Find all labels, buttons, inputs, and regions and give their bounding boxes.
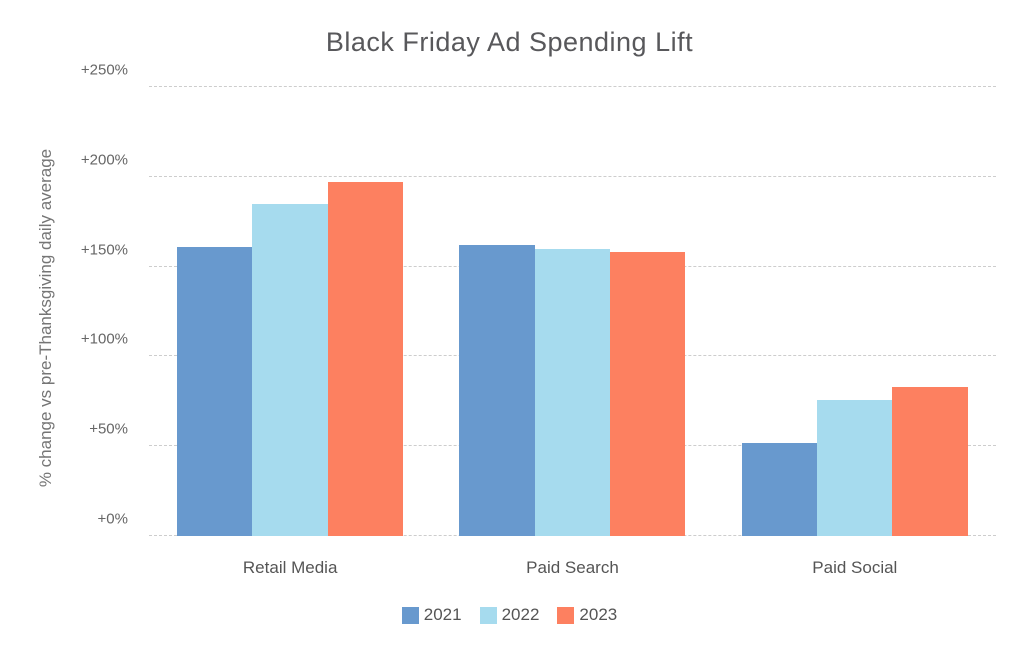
bar-2023-paid-social — [892, 386, 968, 536]
bar-2022-paid-search — [534, 248, 611, 536]
x-axis-labels: Retail Media Paid Search Paid Social — [149, 536, 996, 578]
y-tick-label-200: +200% — [80, 151, 128, 169]
bar-2022-paid-social — [817, 399, 893, 536]
y-tick-label-150: +150% — [80, 241, 128, 259]
y-tick-label-50: +50% — [89, 420, 128, 438]
gridline-200 — [149, 175, 996, 177]
bar-2023-retail-media — [327, 182, 404, 536]
legend-swatch-2021 — [401, 606, 419, 624]
x-label-retail-media: Retail Media — [242, 558, 338, 577]
y-tick-label-250: +250% — [80, 61, 128, 79]
x-label-paid-search: Paid Search — [526, 558, 619, 577]
legend-label-2022: 2022 — [501, 605, 540, 624]
y-tick-label-100: +100% — [80, 330, 128, 348]
bar-group-paid-search — [459, 87, 686, 536]
plot-area: Retail Media Paid Search Paid Social +0% +5… — [81, 62, 996, 577]
y-tick-label-0: +0% — [97, 510, 128, 528]
bar-groups — [149, 87, 996, 536]
x-label-paid-social: Paid Social — [812, 558, 898, 577]
bar-2021-paid-search — [459, 245, 535, 536]
bar-2022-retail-media — [252, 203, 328, 536]
bar-2023-paid-search — [610, 252, 686, 536]
chart-title: Black Friday Ad Spending Lift — [325, 27, 694, 57]
legend-item-2021: 2021 — [401, 605, 462, 625]
legend-item-2023: 2023 — [557, 605, 617, 625]
legend-swatch-2023 — [557, 606, 575, 624]
bar-2021-retail-media — [177, 246, 253, 536]
legend-item-2022: 2022 — [479, 605, 540, 625]
legend-label-2023: 2023 — [579, 605, 618, 624]
bar-group-retail-media — [177, 87, 404, 536]
y-axis-title: % change vs pre-Thanksgiving daily avera… — [36, 148, 55, 488]
legend-swatch-2022 — [479, 606, 497, 624]
legend-label-2021: 2021 — [423, 605, 462, 624]
legend: 2021 2022 2023 — [0, 605, 1019, 625]
bar-2021-paid-social — [741, 442, 818, 536]
bar-group-paid-social — [741, 87, 968, 536]
gridline-250 — [149, 86, 996, 87]
